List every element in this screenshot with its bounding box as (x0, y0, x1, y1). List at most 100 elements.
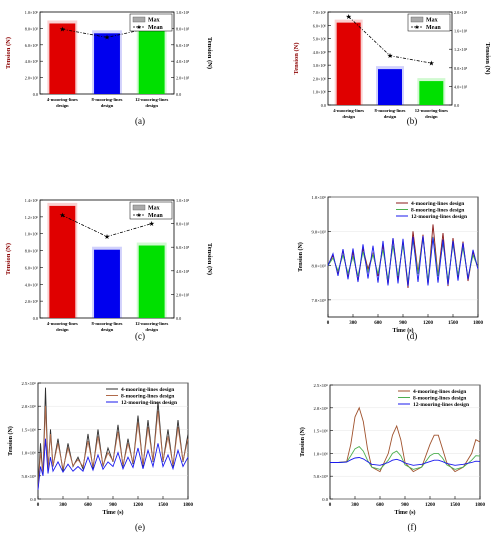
y-right-tick-label: 1.2×10⁶ (454, 47, 468, 52)
y-right-tick-label: 2.0×10⁶ (454, 10, 468, 15)
x-tick-label: 1800 (475, 503, 486, 508)
x-tick-label: 600 (84, 503, 92, 508)
x-tick-label: design (145, 327, 158, 332)
legend-label-max: Max (426, 18, 438, 24)
y-axis-label: Tension (N) (293, 42, 300, 74)
x-tick-label: 1800 (473, 321, 484, 326)
mean-marker: ★ (59, 25, 65, 33)
x-tick-label: design (425, 114, 438, 119)
bar-max (378, 69, 402, 105)
y-tick-label: 4.0×10⁶ (313, 50, 327, 55)
y-right-tick-label: 8.0×10⁵ (454, 66, 468, 71)
bar-max (94, 33, 120, 94)
legend-marker-mean: ★ (414, 24, 419, 31)
y-axis-label: Tension (N) (297, 242, 304, 272)
mean-line (62, 27, 152, 38)
y-tick-label: 6.0×10⁶ (313, 23, 327, 28)
y-tick-label: 8.0×10⁵ (25, 249, 39, 254)
x-tick-label: 12-mooring-lines (135, 321, 168, 326)
series-line-0 (327, 224, 479, 288)
legend-label: 8-mooring-lines design (413, 396, 466, 402)
y-right-tick-label: 8.0×10⁵ (176, 26, 190, 31)
legend-label-mean: Mean (148, 213, 163, 219)
y-right-tick-label: 0.0 (454, 103, 459, 108)
y-right-axis-label: Tension (N) (206, 37, 213, 69)
y-right-tick-label: 1.6×10⁶ (454, 29, 468, 34)
legend-label: 4-mooring-lines design (411, 201, 464, 207)
y-right-tick-label: 6.0×10⁵ (176, 245, 190, 250)
x-tick-label: design (101, 103, 114, 108)
series-line-2 (37, 438, 189, 490)
bar-max (49, 205, 76, 318)
y-tick-label: 3.0×10⁶ (313, 63, 327, 68)
y-tick-label: 1.0×10⁶ (313, 90, 327, 95)
x-tick-label: 4-mooring-lines (333, 108, 364, 113)
x-tick-label: 8-mooring-lines (92, 97, 123, 102)
series-line-2 (327, 236, 479, 287)
y-tick-label: 2.0×10⁶ (313, 406, 328, 411)
panel-label: (a) (135, 116, 145, 126)
mean-marker: ★ (387, 52, 393, 60)
x-tick-label: design (56, 327, 69, 332)
y-axis-label: Tension (N) (5, 37, 12, 69)
y-tick-label: 0.0 (321, 103, 326, 108)
x-tick-label: 1500 (448, 321, 459, 326)
y-axis-label: Tension (N) (5, 243, 12, 275)
y-tick-label: 5.0×10⁵ (313, 474, 328, 479)
legend-label: 8-mooring-lines design (121, 394, 174, 400)
bar-max (419, 81, 444, 105)
legend-swatch-max (132, 204, 146, 211)
mean-line (62, 214, 152, 238)
y-tick-label: 5.0×10⁵ (21, 474, 36, 479)
x-tick-label: 1500 (158, 503, 169, 508)
x-tick-label: design (384, 114, 397, 119)
y-right-axis-label: Tension (N) (484, 42, 491, 74)
legend-label: 12-mooring-lines design (411, 214, 467, 220)
y-tick-label: 7.0×10⁵ (311, 298, 326, 303)
x-tick-label: 1200 (425, 503, 436, 508)
chart-panel-2: 0.0 2.0×10⁵ 4.0×10⁵ 6.0×10⁵ 8.0×10⁵ 1.0×10⁶ 1.… (5, 198, 213, 332)
legend-swatch-max (132, 16, 146, 23)
mean-marker: ★ (428, 59, 434, 67)
y-tick-label: 4.0×10⁵ (25, 282, 39, 287)
y-right-tick-label: 2.0×10⁵ (176, 76, 190, 81)
y-tick-label: 0.0 (33, 316, 38, 321)
y-right-tick-label: 4.0×10⁵ (176, 269, 190, 274)
legend-label: 12-mooring-lines design (121, 400, 177, 406)
x-tick-label: 8-mooring-lines (92, 321, 123, 326)
y-tick-label: 1.0×10⁶ (313, 451, 328, 456)
x-axis-label: Time (s) (394, 509, 415, 516)
mean-line (348, 16, 432, 64)
legend-label-max: Max (148, 18, 160, 24)
x-tick-label: design (342, 114, 355, 119)
x-tick-label: 0 (327, 321, 330, 326)
y-right-tick-label: 1.0×10⁶ (176, 10, 190, 15)
y-right-tick-label: 2.0×10⁵ (176, 292, 190, 297)
y-tick-label: 2.0×10⁶ (21, 404, 36, 409)
y-tick-label: 1.2×10⁶ (25, 215, 39, 220)
x-tick-label: design (56, 103, 69, 108)
x-tick-label: 600 (376, 503, 384, 508)
x-tick-label: 12-mooring-lines (415, 108, 448, 113)
y-tick-label: 1.0×10⁶ (25, 232, 39, 237)
y-right-tick-label: 4.0×10⁵ (454, 84, 468, 89)
series-line-0 (330, 406, 481, 473)
y-tick-label: 1.5×10⁶ (21, 427, 36, 432)
bar-max (138, 22, 165, 94)
x-tick-label: 900 (399, 321, 407, 326)
chart-panel-3: 7.0×10⁵ 8.0×10⁵ 9.0×10⁵ 1.0×10⁶ 0 300 600 900 12… (297, 195, 484, 334)
y-tick-label: 1.5×10⁶ (313, 429, 328, 434)
y-tick-label: 0.0 (30, 497, 36, 502)
y-tick-label: 6.0×10⁵ (25, 265, 39, 270)
x-tick-label: 1200 (133, 503, 144, 508)
x-tick-label: 1500 (450, 503, 461, 508)
panel-label: (e) (135, 522, 145, 532)
x-tick-label: 300 (349, 321, 357, 326)
panel-label: (d) (407, 331, 418, 341)
x-tick-label: design (145, 103, 158, 108)
y-tick-label: 7.0×10⁶ (313, 10, 327, 15)
y-tick-label: 1.0×10⁶ (21, 451, 36, 456)
y-tick-label: 1.4×10⁶ (25, 198, 39, 203)
